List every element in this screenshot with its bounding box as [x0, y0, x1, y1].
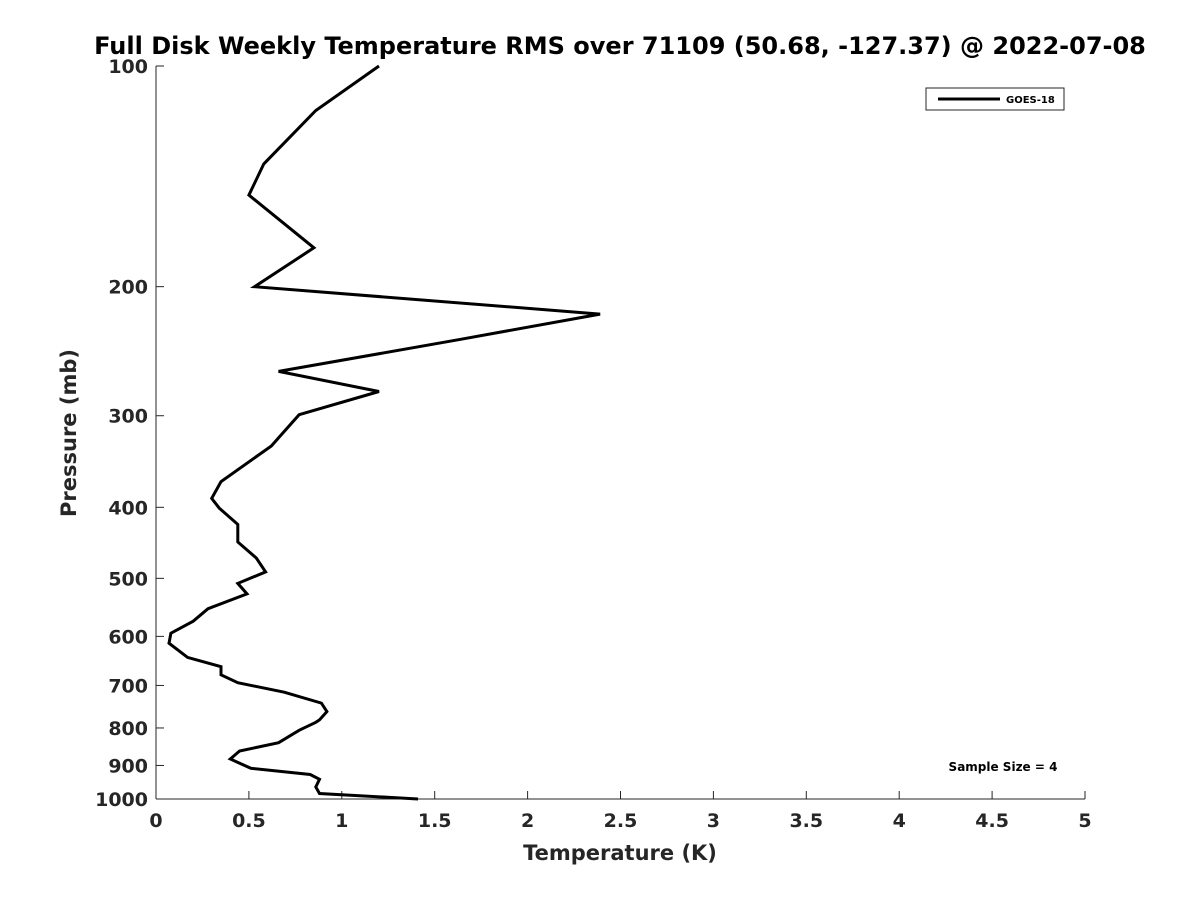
legend: GOES-18 — [925, 87, 1065, 111]
y-tick-label: 1000 — [95, 789, 148, 811]
y-tick-label: 800 — [108, 718, 148, 740]
x-axis-label: Temperature (K) — [523, 841, 717, 865]
y-tick-label: 500 — [108, 568, 148, 590]
y-tick-label: 200 — [108, 277, 148, 299]
y-tick-label: 300 — [108, 406, 148, 428]
x-tick-label: 4 — [893, 810, 906, 832]
x-tick-label: 4.5 — [975, 810, 1009, 832]
y-tick-label: 400 — [108, 497, 148, 519]
x-tick-label: 5 — [1078, 810, 1091, 832]
x-tick-label: 0 — [149, 810, 162, 832]
y-tick-label: 100 — [108, 56, 148, 78]
x-ticks: 0 0.5 1 1.5 2 2.5 3 3.5 4 4.5 5 — [149, 791, 1092, 832]
x-tick-label: 3.5 — [789, 810, 823, 832]
y-axis-label: Pressure (mb) — [57, 349, 81, 517]
x-tick-label: 2.5 — [604, 810, 638, 832]
chart-title: Full Disk Weekly Temperature RMS over 71… — [94, 32, 1146, 60]
legend-label-goes-18: GOES-18 — [1006, 95, 1055, 106]
y-tick-label: 600 — [108, 626, 148, 648]
sample-size-annotation: Sample Size = 4 — [949, 760, 1058, 774]
x-tick-label: 3 — [707, 810, 720, 832]
y-ticks: 100 200 300 400 500 600 700 800 900 1000 — [95, 56, 164, 811]
x-tick-label: 1 — [335, 810, 348, 832]
series-group — [167, 64, 601, 801]
y-tick-label: 900 — [108, 755, 148, 777]
x-tick-label: 0.5 — [232, 810, 266, 832]
x-tick-label: 2 — [521, 810, 534, 832]
axes — [155, 66, 1085, 800]
x-tick-label: 1.5 — [418, 810, 452, 832]
y-tick-label: 700 — [108, 675, 148, 697]
series-line-goes-18 — [167, 64, 601, 801]
